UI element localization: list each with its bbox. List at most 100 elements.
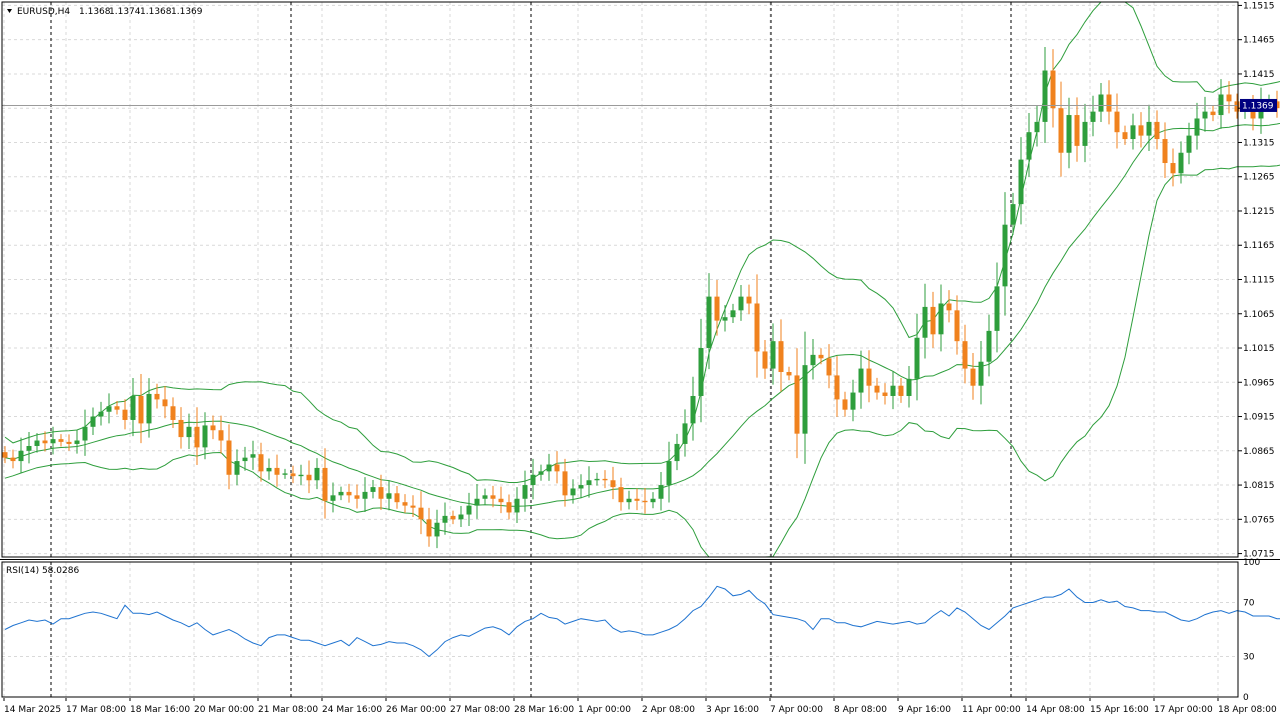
candle-down — [610, 480, 616, 488]
candle-up — [1186, 135, 1192, 153]
candle-up — [1090, 111, 1096, 122]
candle-up — [674, 443, 680, 462]
candle-up — [330, 495, 336, 501]
candle-up — [1194, 118, 1200, 136]
candle-up — [586, 480, 592, 486]
candle-up — [1082, 121, 1088, 146]
candle-down — [10, 457, 16, 462]
price-axis[interactable]: 1.15151.14651.14151.13651.13151.12651.12… — [1238, 1, 1275, 560]
close-price: 1.1369 — [171, 7, 203, 17]
rsi-tick-label: 70 — [1243, 599, 1255, 609]
candle-up — [106, 406, 112, 412]
candle-up — [466, 505, 472, 515]
candle-down — [1170, 163, 1176, 174]
candle-up — [242, 457, 248, 462]
price-tick-label: 1.0865 — [1243, 447, 1275, 457]
candle-down — [154, 393, 160, 400]
candle-up — [314, 467, 320, 481]
candle-up — [722, 317, 728, 321]
candle-down — [1250, 108, 1256, 119]
candle-down — [58, 439, 64, 442]
candle-down — [1074, 115, 1080, 146]
candle-up — [482, 495, 488, 499]
candle-up — [770, 341, 776, 369]
rsi-axis[interactable]: 100 70 30 0 — [1243, 558, 1260, 703]
candle-up — [522, 485, 528, 499]
candle-up — [458, 514, 464, 520]
candle-down — [562, 471, 568, 496]
candle-up — [530, 474, 536, 486]
candle-down — [218, 430, 224, 441]
time-tick-label: 26 Mar 00:00 — [386, 705, 446, 715]
candle-down — [226, 440, 232, 475]
candle-down — [786, 372, 792, 376]
candle-up — [1098, 94, 1104, 112]
candle-down — [882, 392, 888, 396]
current-price-text: 1.1369 — [1242, 101, 1274, 111]
candle-down — [322, 467, 328, 501]
candle-up — [658, 485, 664, 499]
candle-down — [874, 385, 880, 393]
rsi-tick-label: 30 — [1243, 653, 1255, 663]
candle-up — [34, 440, 40, 446]
high-price: 1.1374 — [109, 7, 141, 17]
time-tick-label: 18 Apr 08:00 — [1218, 705, 1277, 715]
candle-down — [1154, 121, 1160, 140]
day-separators — [50, 2, 1012, 697]
candle-up — [1066, 115, 1072, 153]
chart-header: EURUSD,H4 1.1368 1.1374 1.1368 1.1369 — [7, 7, 203, 17]
candle-up — [690, 395, 696, 424]
candle-up — [130, 395, 136, 420]
time-tick-label: 11 Apr 00:00 — [962, 705, 1021, 715]
price-tick-label: 1.0715 — [1243, 550, 1275, 560]
candle-up — [802, 365, 808, 434]
candle-up — [18, 450, 24, 462]
candle-down — [1122, 132, 1128, 140]
time-axis[interactable]: 14 Mar 2025 17 Mar 08:00 18 Mar 16:00 20 Ma… — [3, 698, 1277, 715]
current-price-tag: 1.1369 — [1240, 98, 1277, 112]
candlesticks — [2, 47, 1280, 549]
time-tick-label: 28 Mar 16:00 — [514, 705, 574, 715]
candle-down — [1226, 94, 1232, 102]
candle-up — [98, 411, 104, 417]
time-tick-label: 24 Mar 16:00 — [322, 705, 382, 715]
rsi-tick-label: 100 — [1243, 558, 1260, 568]
price-tick-label: 1.1165 — [1243, 241, 1275, 251]
price-tick-label: 1.0815 — [1243, 481, 1275, 491]
candle-down — [1162, 139, 1168, 164]
candle-up — [730, 310, 736, 318]
candle-up — [546, 464, 552, 472]
candle-up — [1202, 111, 1208, 119]
candle-up — [626, 498, 632, 503]
candle-up — [1026, 132, 1032, 160]
candle-down — [634, 498, 640, 501]
candle-down — [746, 296, 752, 304]
candle-up — [386, 493, 392, 499]
candle-up — [434, 522, 440, 537]
candle-up — [82, 426, 88, 441]
time-tick-label: 1 Apr 00:00 — [578, 705, 631, 715]
time-tick-label: 7 Apr 00:00 — [770, 705, 823, 715]
candle-down — [1050, 70, 1056, 109]
candle-up — [266, 467, 272, 472]
candle-down — [898, 385, 904, 396]
candle-up — [922, 306, 928, 338]
candle-down — [818, 354, 824, 359]
candle-up — [1010, 204, 1016, 225]
price-tick-label: 1.1515 — [1243, 1, 1275, 11]
time-tick-label: 21 Mar 08:00 — [258, 705, 318, 715]
candle-up — [514, 498, 520, 513]
candle-down — [402, 502, 408, 506]
candle-down — [170, 406, 176, 420]
candle-up — [338, 491, 344, 496]
candle-up — [738, 296, 744, 311]
collapse-arrow-icon[interactable] — [7, 9, 12, 13]
candle-down — [114, 406, 120, 410]
price-tick-label: 1.0765 — [1243, 515, 1275, 525]
open-price: 1.1368 — [79, 7, 111, 17]
rsi-line — [4, 585, 1280, 658]
candle-down — [410, 505, 416, 508]
candle-down — [866, 368, 872, 386]
candle-down — [1210, 111, 1216, 116]
